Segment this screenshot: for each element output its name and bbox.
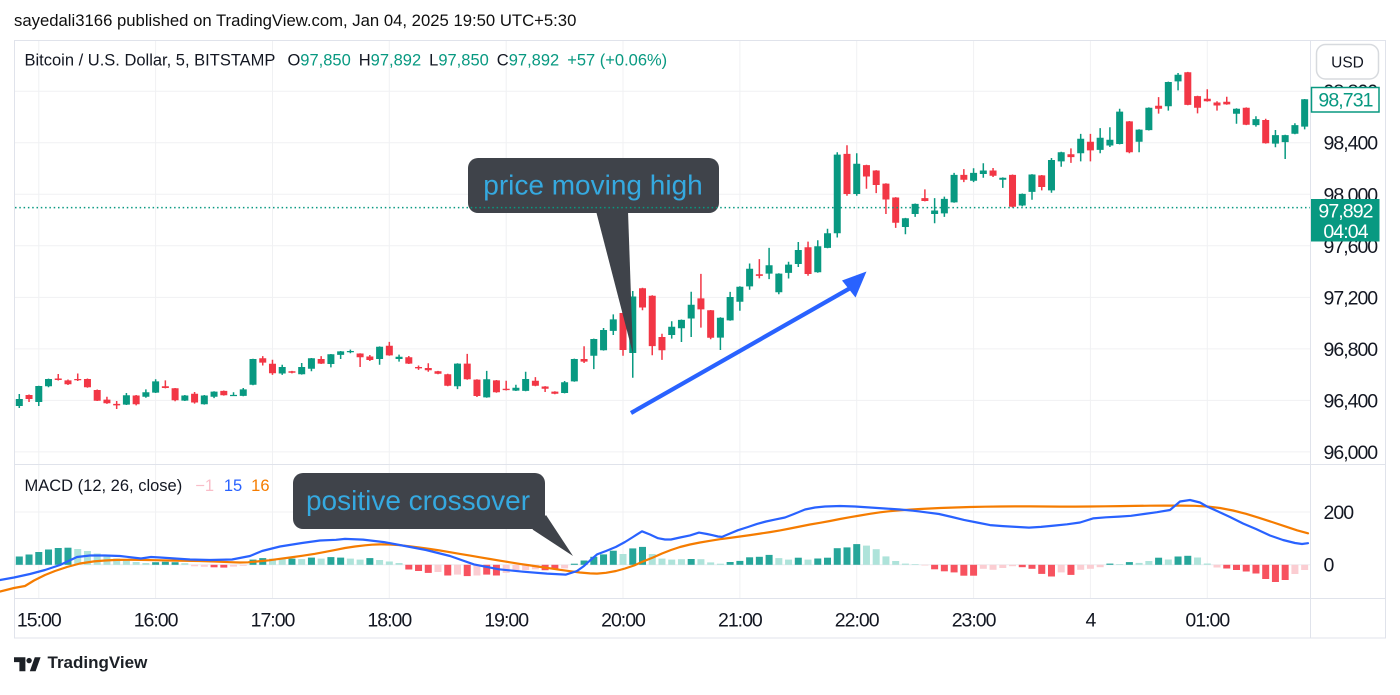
svg-text:04:04: 04:04 [1323,221,1368,243]
svg-text:positive crossover: positive crossover [306,485,530,516]
svg-text:18:00: 18:00 [367,610,412,632]
svg-text:23:00: 23:00 [952,610,997,632]
svg-text:Bitcoin / U.S. Dollar, 5, BITS: Bitcoin / U.S. Dollar, 5, BITSTAMP O97,85… [25,52,668,70]
svg-text:21:00: 21:00 [718,610,763,632]
svg-text:16:00: 16:00 [134,610,179,632]
svg-text:96,400: 96,400 [1324,390,1379,412]
svg-text:sayedali3166 published on Trad: sayedali3166 published on TradingView.co… [14,11,576,30]
svg-text:4: 4 [1085,610,1096,632]
svg-text:17:00: 17:00 [251,610,296,632]
svg-text:98,731: 98,731 [1318,90,1372,112]
svg-text:22:00: 22:00 [835,610,880,632]
svg-text:200: 200 [1324,502,1355,524]
svg-text:01:00: 01:00 [1185,610,1230,632]
svg-text:price moving high: price moving high [483,170,702,201]
svg-text:0: 0 [1324,555,1335,577]
svg-text:TradingView: TradingView [48,653,149,672]
svg-text:96,800: 96,800 [1324,339,1379,361]
svg-text:19:00: 19:00 [484,610,529,632]
svg-text:97,892: 97,892 [1318,201,1372,223]
svg-text:20:00: 20:00 [601,610,646,632]
svg-text:15:00: 15:00 [17,610,62,632]
svg-text:98,400: 98,400 [1324,133,1379,155]
svg-text:96,000: 96,000 [1324,442,1379,464]
svg-text:USD: USD [1331,55,1364,72]
svg-text:97,200: 97,200 [1324,287,1379,309]
